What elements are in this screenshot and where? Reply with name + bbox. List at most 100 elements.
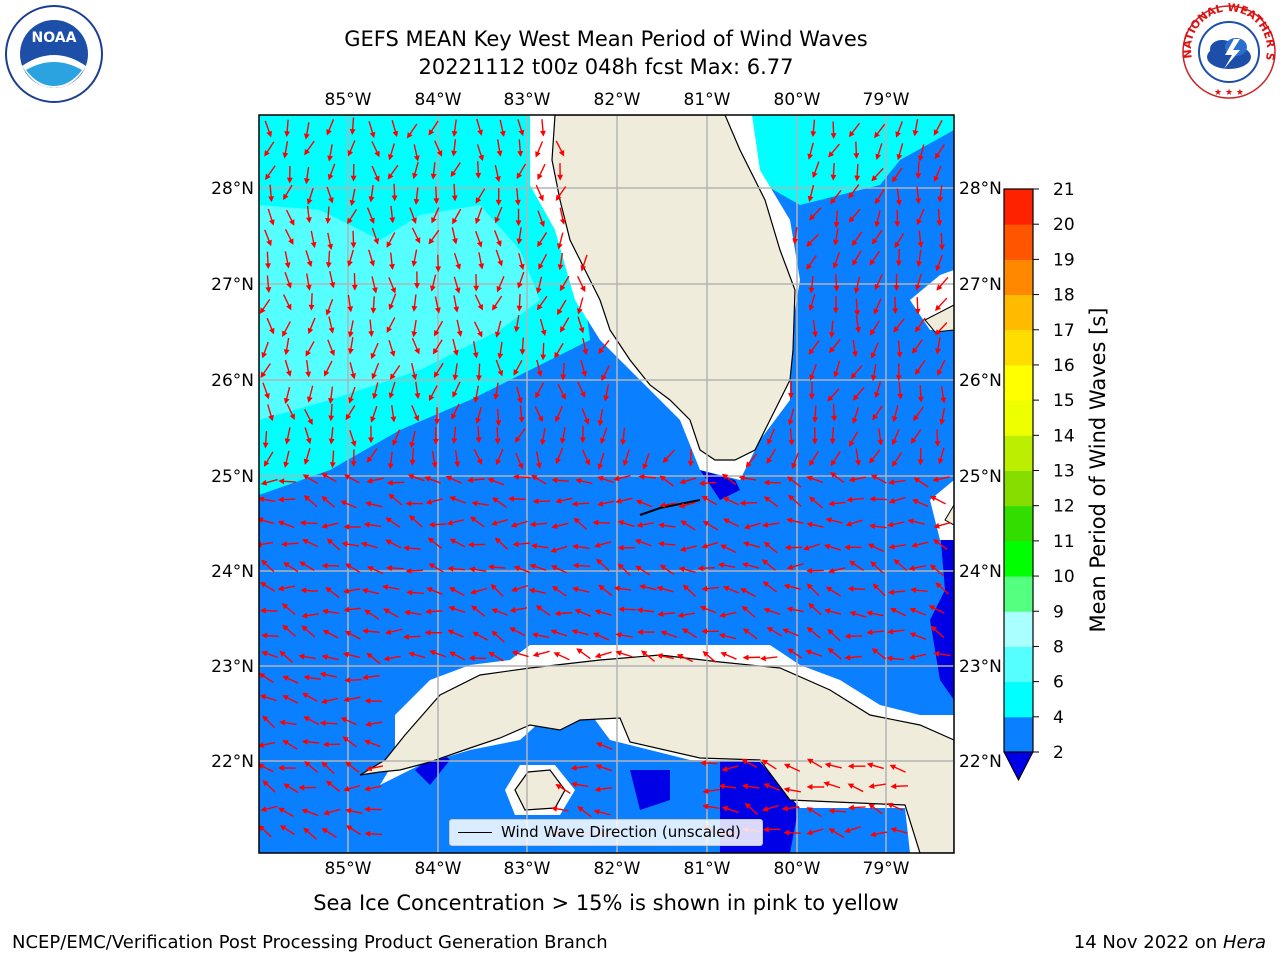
wind-wave-arrow-head <box>913 477 921 484</box>
wind-wave-arrow-head <box>806 783 813 790</box>
wind-wave-arrow-head <box>553 652 560 658</box>
wind-wave-arrow-head <box>513 565 521 572</box>
wind-wave-arrow-head <box>286 177 293 184</box>
wind-wave-arrow-head <box>638 473 645 480</box>
wind-wave-arrow-head <box>529 563 536 570</box>
wind-wave-arrow-head <box>845 520 853 527</box>
wind-wave-arrow-head <box>299 561 306 567</box>
wind-wave-arrow-head <box>305 350 311 357</box>
wind-wave-arrow-head <box>895 375 902 382</box>
wind-wave-arrow-head <box>305 284 312 291</box>
wind-wave-arrow-head <box>933 650 940 657</box>
wind-wave-arrow-head <box>909 632 916 638</box>
wind-wave-arrow-head <box>301 738 308 745</box>
wind-wave-arrow-head <box>433 198 440 205</box>
wind-wave-arrow-head <box>808 393 815 400</box>
wind-wave-arrow-head <box>699 605 707 612</box>
wind-wave-arrow-head <box>328 327 335 334</box>
wind-wave-arrow-head <box>570 764 577 771</box>
wind-wave-arrow-head <box>364 698 371 704</box>
wind-wave-arrow-head <box>892 308 899 315</box>
wind-wave-arrow-head <box>283 397 290 405</box>
wind-wave-arrow-head <box>615 498 622 504</box>
wind-wave-arrow-head <box>425 498 433 505</box>
wind-wave-arrow-head <box>622 459 629 467</box>
wind-wave-arrow-head <box>494 438 501 445</box>
wind-wave-arrow-head <box>389 217 396 224</box>
wind-wave-arrow-head <box>538 263 544 270</box>
colorbar <box>1003 188 1034 782</box>
wind-wave-arrow-head <box>539 220 545 228</box>
wind-wave-arrow-head <box>809 496 816 503</box>
wind-wave-arrow-head <box>806 626 814 633</box>
wind-wave-arrow-head <box>329 462 336 469</box>
wind-wave-arrow-head <box>260 806 267 813</box>
wind-wave-arrow-head <box>741 759 748 765</box>
wind-wave-arrow-head <box>617 520 625 526</box>
wind-wave-arrow-head <box>914 308 921 315</box>
wind-wave-arrow-head <box>852 394 859 401</box>
wind-wave-arrow-head <box>476 458 483 465</box>
wind-wave-arrow-head <box>301 808 308 815</box>
wind-wave-arrow-head <box>806 583 813 590</box>
wind-wave-arrow-head <box>828 828 836 834</box>
wind-wave-arrow-head <box>536 303 543 311</box>
wind-wave-arrow-head <box>386 241 392 248</box>
wind-wave-arrow-head <box>259 307 266 314</box>
colorbar-tick-label: 13 <box>1053 462 1075 482</box>
wind-wave-arrow-head <box>536 370 543 377</box>
wind-wave-arrow-head <box>935 582 942 589</box>
wind-wave-arrow-head <box>494 331 501 338</box>
wind-wave-arrow-head <box>742 541 750 547</box>
wind-wave-arrow-head <box>788 439 795 446</box>
wind-wave-arrow-head <box>363 739 371 746</box>
wind-wave-arrow-head <box>894 241 901 249</box>
wind-wave-arrow-head <box>279 719 286 726</box>
wind-wave-arrow-head <box>468 655 475 662</box>
wind-wave-arrow-head <box>452 391 458 398</box>
wind-wave-arrow-head <box>852 351 858 358</box>
wind-wave-arrow-head <box>389 373 396 380</box>
wind-wave-arrow-head <box>787 648 794 655</box>
wind-wave-arrow-head <box>428 521 435 528</box>
wind-wave-arrow-head <box>576 308 583 315</box>
wind-wave-arrow-head <box>874 391 880 399</box>
wind-wave-arrow-head <box>321 654 328 660</box>
wind-wave-arrow-head <box>321 608 329 615</box>
wind-wave-arrow-head <box>264 150 270 157</box>
wind-wave-arrow-head <box>615 650 622 657</box>
wind-wave-arrow-head <box>870 329 876 336</box>
wind-wave-arrow-head <box>428 129 435 136</box>
footer-date: 14 Nov 2022 on Hera <box>1074 932 1266 953</box>
wind-wave-arrow-head <box>436 150 443 157</box>
wind-wave-arrow-head <box>888 498 896 504</box>
wind-wave-arrow-head <box>781 805 788 812</box>
wind-wave-arrow-head <box>260 479 268 486</box>
wind-wave-arrow-head <box>874 283 881 291</box>
wind-wave-arrow-head <box>472 631 479 638</box>
wind-wave-arrow-head <box>613 585 620 592</box>
wind-wave-arrow-head <box>454 461 461 468</box>
wind-wave-arrow-head <box>656 585 663 592</box>
wind-wave-arrow-head <box>265 287 272 294</box>
wind-wave-arrow-head <box>870 374 877 382</box>
wind-wave-arrow-head <box>580 285 586 293</box>
wind-wave-arrow-head <box>519 349 526 356</box>
wind-wave-arrow-head <box>594 786 601 793</box>
lon-label-bottom: 84°W <box>415 859 462 879</box>
wind-wave-arrow-head <box>914 368 921 376</box>
wind-wave-arrow-head <box>581 370 587 377</box>
wind-wave-arrow-head <box>304 148 310 156</box>
wind-wave-arrow-head <box>325 309 332 316</box>
wind-wave-arrow-head <box>259 694 267 700</box>
lon-label-bottom: 85°W <box>325 859 372 879</box>
wind-wave-arrow-head <box>825 586 833 593</box>
wind-wave-arrow-head <box>871 648 879 655</box>
wind-wave-arrow-head <box>742 783 749 790</box>
wind-wave-arrow-head <box>411 373 418 381</box>
wind-wave-arrow-head <box>915 325 921 333</box>
wind-wave-arrow-head <box>259 672 266 679</box>
wind-wave-arrow-head <box>433 371 440 378</box>
wind-wave-arrow-head <box>435 266 442 273</box>
wind-wave-arrow-head <box>475 197 482 204</box>
